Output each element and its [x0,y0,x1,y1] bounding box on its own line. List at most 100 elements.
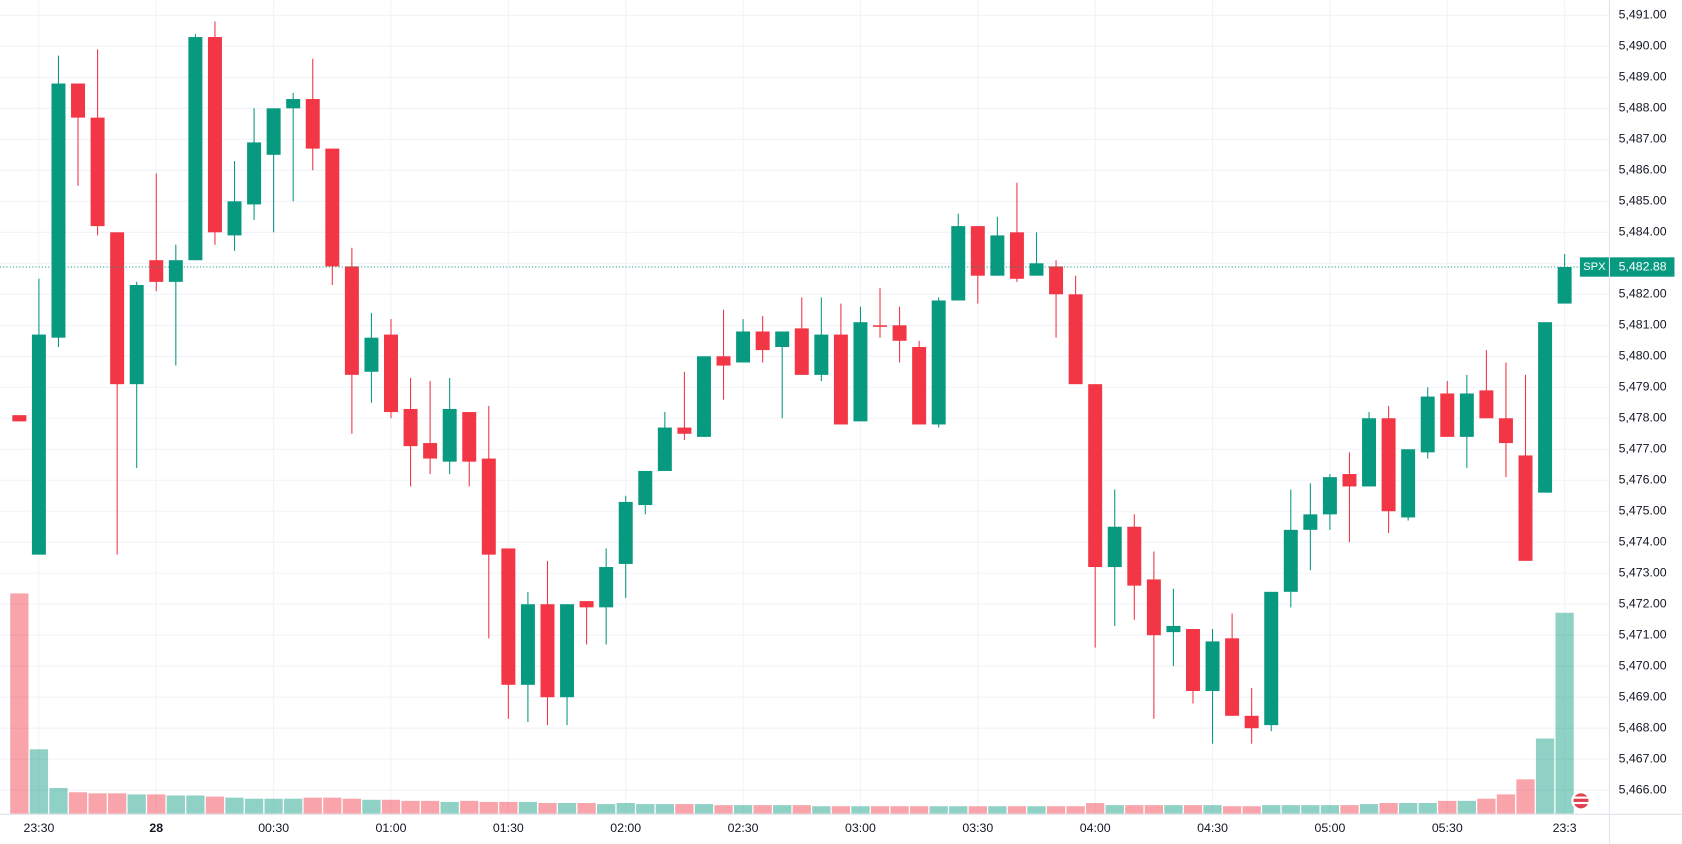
candle-body [1009,232,1024,279]
candle-body [247,142,262,205]
candle-body [51,83,66,338]
y-tick-label: 5,475.00 [1619,504,1667,518]
candle-body [149,260,164,282]
candle-body [286,99,301,109]
axes: 5,466.00 5,467.00 5,468.00 5,469.00 5,470.00… [0,8,1675,835]
volume-bar [1516,779,1535,814]
candle-body [873,325,887,327]
volume-bar [1457,800,1476,814]
y-tick-label: 5,467.00 [1619,751,1667,765]
volume-bar [1281,805,1300,814]
candle-body [1498,418,1513,444]
volume-bar [1555,612,1574,814]
volume-bar [1046,806,1066,814]
candle-body [501,548,516,685]
y-tick-label: 5,490.00 [1619,39,1667,53]
volume-bar [127,794,146,814]
candle-body [892,325,907,341]
candle-body [755,331,770,351]
candle-body [540,604,555,698]
volume-bar [1399,803,1418,814]
volume-bar [29,749,49,814]
candle-body [1440,393,1455,437]
candle-body [423,443,438,459]
volume-bar [225,797,244,814]
flag-icon [1571,791,1591,811]
candle-body [638,470,653,506]
volume-bar [166,795,185,814]
last-price-tag [1609,257,1675,277]
y-tick-label: 5,476.00 [1619,473,1667,487]
volume-bar [968,806,987,814]
last-price-label: 5,482.88 [1619,259,1667,273]
candle-body [207,37,222,233]
x-tick-label: 28 [149,821,163,835]
candle-body [1185,629,1200,692]
y-tick-label: 5,482.00 [1619,287,1667,301]
candle-body [814,334,829,375]
candle-body [1205,641,1220,692]
volume-bar [1183,805,1203,814]
candle-body [560,604,575,698]
x-tick-label: 03:00 [845,821,876,835]
x-tick-label: 23:3 [1553,821,1577,835]
y-tick-label: 5,479.00 [1619,380,1667,394]
candle-body [990,235,1005,276]
candle-body [931,300,946,425]
volume-bar [108,793,127,814]
candle-body [1283,529,1298,592]
y-tick-label: 5,484.00 [1619,225,1667,239]
volume-bar [1105,805,1124,814]
volume-bar [773,805,792,814]
candle-body [266,108,281,155]
y-tick-label: 5,491.00 [1619,8,1667,22]
x-tick-label: 05:30 [1432,821,1463,835]
candle-body [1049,266,1064,295]
candle-body [227,201,242,236]
candle-body [31,334,46,555]
candle-body [520,604,535,685]
volume-bar [636,804,655,814]
volume-bar [577,803,596,814]
volume-bar [420,800,440,814]
volume-bar [1125,805,1144,814]
candle-body [1479,390,1494,419]
volume-bar [10,593,29,814]
candle-body [384,334,398,413]
volume-bar [733,805,753,814]
volume-bar [1418,803,1437,814]
candle-body [1362,418,1377,487]
volume-bar [440,801,459,814]
candle-body [677,427,692,434]
volume-bar [831,806,851,814]
volume-bar [1477,798,1496,814]
candle-body [1342,474,1357,487]
candle-body [442,408,457,462]
volume-bar [538,803,557,814]
candle-body [1303,514,1318,530]
grid [0,0,1609,814]
y-tick-label: 5,481.00 [1619,318,1667,332]
volume-bar [812,806,831,814]
candle-body [1029,263,1044,276]
candle-body [1068,294,1083,385]
volume-bar [929,806,948,814]
volume-bar [381,799,401,814]
candle-body [1107,526,1122,568]
volume-bar [303,797,322,814]
x-tick-label: 02:00 [610,821,641,835]
volume-bar [460,800,479,814]
candle-body [1225,638,1240,716]
volume-bar [1144,805,1163,814]
candle-body [1322,477,1337,515]
candle-body [1088,384,1103,568]
candle-body [657,427,672,471]
candle-body [716,356,731,366]
volume-bar [1027,806,1046,814]
x-tick-label: 05:00 [1314,821,1345,835]
candle-body [794,328,809,375]
y-tick-label: 5,473.00 [1619,566,1667,580]
candle-body [1538,322,1553,493]
candle-body [1244,715,1259,729]
